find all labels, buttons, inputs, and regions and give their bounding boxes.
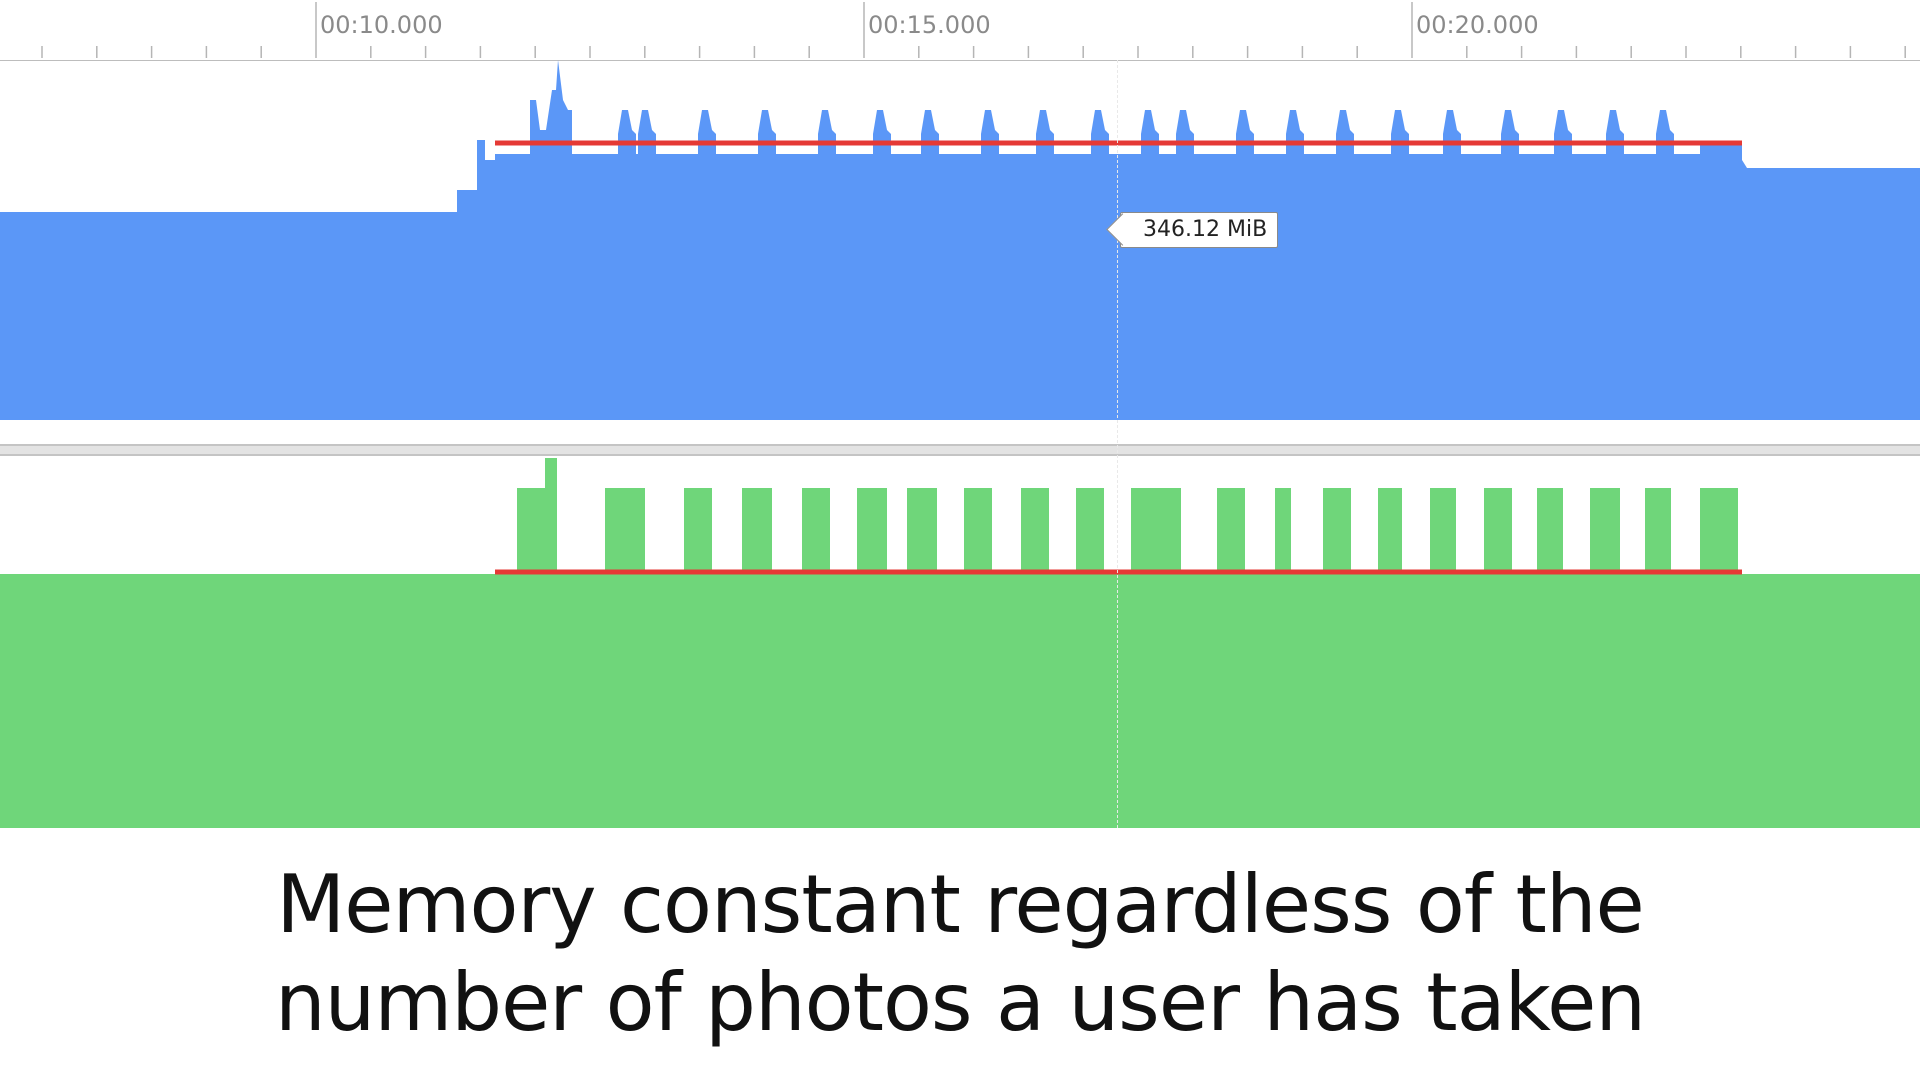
event-bar <box>1076 488 1104 574</box>
event-bar <box>857 488 887 574</box>
timeline-ruler[interactable]: 00:10.000 00:15.000 00:20.000 <box>0 0 1920 61</box>
event-bar <box>1131 488 1181 574</box>
event-bar <box>1378 488 1402 574</box>
time-cursor-line <box>1117 60 1118 828</box>
event-bar <box>605 488 645 574</box>
event-bar <box>1590 488 1620 574</box>
track-separator[interactable] <box>0 444 1920 456</box>
cursor-value-tooltip: 346.12 MiB <box>1120 212 1279 248</box>
caption-line-1: Memory constant regardless of the <box>276 858 1644 951</box>
event-bar <box>1430 488 1456 574</box>
event-bar <box>1275 488 1291 574</box>
event-bar <box>1700 488 1738 574</box>
event-bar <box>517 488 547 574</box>
event-bar <box>545 458 557 574</box>
event-bar <box>1537 488 1563 574</box>
events-track[interactable] <box>0 456 1920 828</box>
tick-label-20s: 00:20.000 <box>1416 11 1539 39</box>
event-bar <box>1645 488 1671 574</box>
caption: Memory constant regardless of the number… <box>0 828 1920 1080</box>
ruler-ticks: 00:10.000 00:15.000 00:20.000 <box>41 2 1906 58</box>
event-bar <box>1217 488 1245 574</box>
event-bar <box>1021 488 1049 574</box>
memory-track[interactable] <box>0 60 1920 420</box>
memory-usage-area <box>0 60 1920 420</box>
event-bar <box>742 488 772 574</box>
event-bar <box>1323 488 1351 574</box>
event-bar <box>802 488 830 574</box>
event-bars <box>517 458 1738 574</box>
events-base-area <box>0 574 1920 828</box>
caption-line-2: number of photos a user has taken <box>274 956 1646 1049</box>
tick-label-10s: 00:10.000 <box>320 11 443 39</box>
tick-label-15s: 00:15.000 <box>868 11 991 39</box>
event-bar <box>907 488 937 574</box>
event-bar <box>964 488 992 574</box>
event-bar <box>1484 488 1512 574</box>
event-bar <box>684 488 712 574</box>
